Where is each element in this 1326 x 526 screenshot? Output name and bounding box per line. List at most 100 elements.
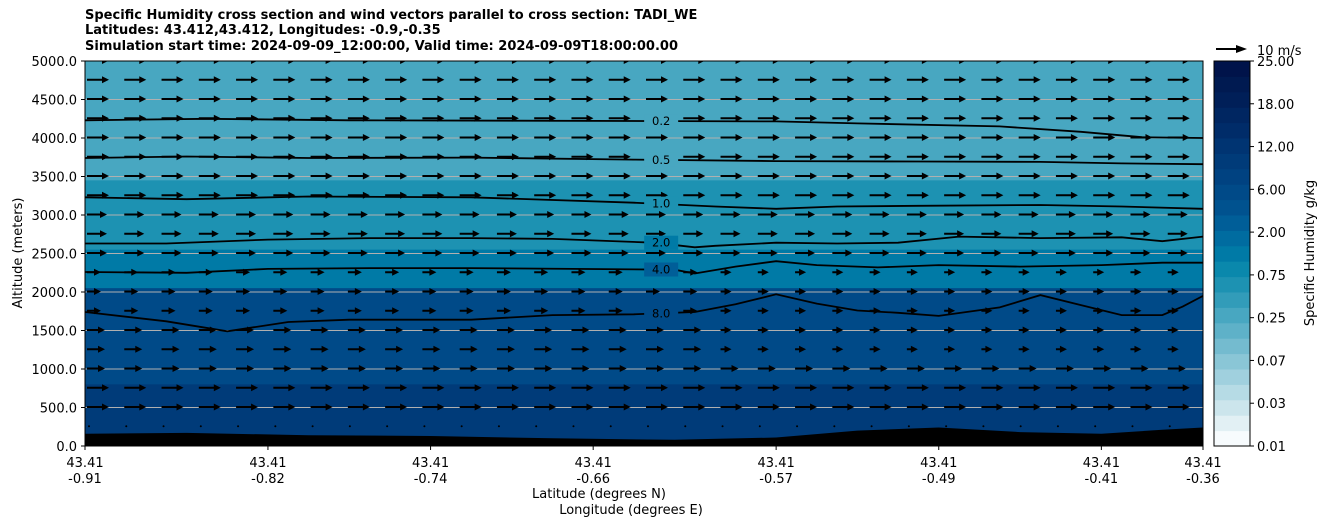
- wind-vector: [1093, 172, 1116, 180]
- wind-vector-head: [398, 230, 406, 238]
- wind-vector: [459, 211, 480, 218]
- wind-vector-head: [1022, 307, 1030, 315]
- x-axis-label-latitude: Latitude (degrees N): [532, 487, 666, 502]
- wind-vector: [757, 153, 780, 161]
- wind-vector: [981, 288, 993, 295]
- wind-vector: [273, 365, 292, 372]
- wind-vector-head: [1022, 268, 1030, 276]
- wind-vector: [1093, 153, 1116, 161]
- wind-vector-head: [847, 61, 854, 64]
- wind-vector: [1093, 268, 1105, 276]
- wind-vector-head: [1182, 114, 1190, 122]
- wind-vector: [981, 403, 1004, 411]
- wind-vector: [944, 345, 956, 353]
- wind-vector-head: [507, 326, 515, 334]
- wind-vector: [981, 268, 993, 276]
- wind-vector-head: [799, 268, 807, 276]
- wind-vector: [683, 153, 706, 161]
- x-tick-label-lon: -0.74: [414, 472, 448, 487]
- wind-vector: [459, 345, 478, 353]
- wind-vector: [608, 365, 627, 372]
- wind-vector-head: [131, 288, 139, 295]
- wind-vector-head: [433, 345, 441, 353]
- wind-vector: [981, 191, 1004, 199]
- wind-vector-head: [549, 134, 557, 141]
- wind-vector: [1130, 61, 1152, 64]
- wind-vector-head: [623, 114, 631, 122]
- wind-vector: [1093, 384, 1116, 392]
- wind-vector: [347, 288, 362, 295]
- wind-vector: [832, 384, 855, 392]
- wind-vector-head: [619, 345, 627, 353]
- wind-vector: [1206, 425, 1208, 427]
- wind-vector: [832, 114, 855, 122]
- wind-vector: [198, 191, 221, 199]
- wind-vector: [906, 307, 918, 315]
- wind-vector-head: [1068, 211, 1076, 218]
- wind-vector-head: [661, 134, 668, 141]
- wind-vector-head: [213, 61, 220, 64]
- wind-vector-head: [957, 230, 965, 238]
- wind-vector-head: [396, 365, 404, 372]
- wind-vector-head: [621, 230, 629, 238]
- wind-vector-head: [288, 403, 296, 411]
- wind-vector: [161, 172, 184, 180]
- wind-vector: [571, 288, 586, 295]
- wind-vector: [124, 307, 139, 315]
- wind-vector: [646, 61, 667, 64]
- wind-vector-head: [772, 172, 780, 180]
- wind-vector: [757, 288, 769, 295]
- wind-vector-head: [1145, 76, 1153, 84]
- wind-vector-head: [884, 76, 892, 84]
- wind-vector: [571, 403, 594, 411]
- wind-vector-head: [948, 288, 956, 295]
- wind-vector: [459, 95, 482, 103]
- wind-vector: [1018, 230, 1039, 238]
- wind-vector-head: [735, 61, 742, 64]
- wind-vector: [87, 172, 109, 180]
- contour-line-8.0: [85, 293, 1203, 333]
- wind-vector-head: [435, 211, 443, 218]
- wind-vector: [385, 249, 406, 257]
- wind-vector: [608, 211, 629, 218]
- wind-vector-head: [511, 403, 519, 411]
- wind-vector: [88, 425, 90, 428]
- wind-vector: [1093, 230, 1114, 238]
- wind-vector: [906, 403, 929, 411]
- wind-vector-head: [1097, 326, 1105, 334]
- wind-vector: [310, 403, 333, 411]
- wind-vector-head: [1097, 345, 1105, 353]
- wind-vector: [236, 384, 259, 392]
- wind-vector: [796, 425, 799, 428]
- wind-vector: [534, 268, 549, 276]
- wind-vector-head: [286, 230, 294, 238]
- wind-vector: [757, 268, 769, 276]
- wind-vector: [273, 288, 288, 295]
- wind-vector-head: [354, 288, 362, 295]
- x-tick-label-lat: 43.41: [412, 456, 449, 471]
- wind-vector: [496, 61, 518, 64]
- wind-vector: [87, 76, 109, 84]
- wind-vector: [869, 134, 892, 141]
- wind-vector-head: [174, 230, 182, 238]
- wind-vector-head: [174, 211, 182, 218]
- wind-vector: [422, 288, 437, 295]
- wind-vector-head: [437, 134, 445, 141]
- contour-line-2.0: [85, 235, 1203, 249]
- wind-vector-head: [735, 134, 743, 141]
- wind-vector: [534, 95, 557, 103]
- wind-vector-head: [735, 95, 743, 103]
- wind-vector: [832, 134, 855, 141]
- wind-vector-head: [698, 114, 706, 122]
- wind-vector: [608, 230, 629, 238]
- wind-vector: [795, 307, 807, 315]
- wind-vector: [757, 134, 780, 141]
- wind-vector-head: [1171, 345, 1179, 353]
- wind-vector-head: [547, 230, 555, 238]
- wind-vector-head: [959, 134, 967, 141]
- wind-vector: [720, 134, 743, 141]
- wind-vector: [832, 76, 855, 84]
- wind-vector-head: [176, 134, 184, 141]
- colorbar-swatch: [1214, 292, 1250, 308]
- wind-vector: [869, 172, 892, 180]
